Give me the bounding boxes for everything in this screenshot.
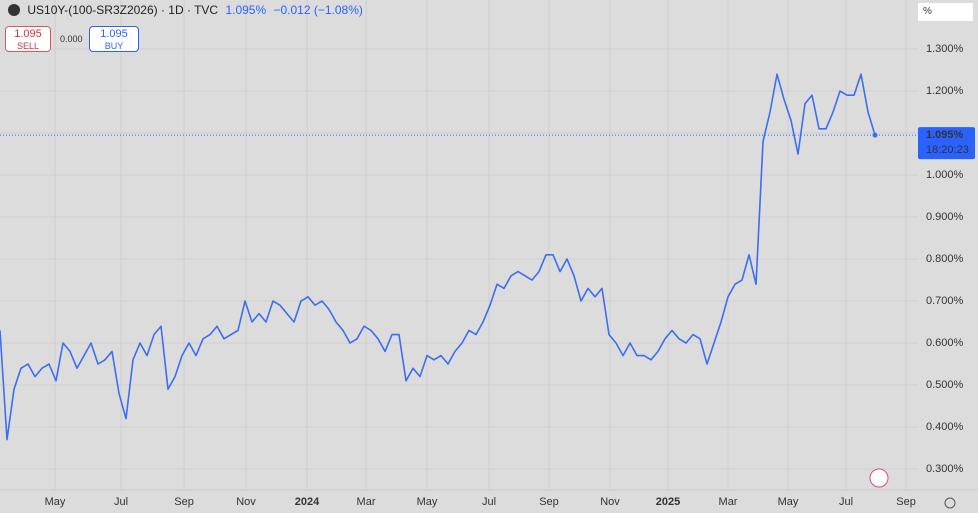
alert-icon[interactable] bbox=[869, 468, 889, 488]
x-tick-label: Sep bbox=[896, 496, 916, 508]
sell-price: 1.095 bbox=[14, 28, 42, 40]
price-tag-countdown: 18:20:23 bbox=[926, 144, 969, 156]
x-tick-label: May bbox=[778, 496, 799, 508]
y-tick-label: 0.400% bbox=[926, 421, 964, 433]
x-tick-label: 2024 bbox=[295, 496, 320, 508]
price-tag bbox=[918, 127, 975, 160]
y-tick-label: 0.500% bbox=[926, 379, 964, 391]
y-tick-label: 0.800% bbox=[926, 253, 964, 265]
y-tick-label: 1.000% bbox=[926, 169, 964, 181]
x-tick-label: Sep bbox=[174, 496, 194, 508]
symbol[interactable]: US10Y-(100-SR3Z2026) · 1D · TVC bbox=[27, 3, 219, 17]
y-tick-label: 1.200% bbox=[926, 85, 964, 97]
unit-selector[interactable]: % bbox=[918, 3, 973, 21]
last-point bbox=[872, 132, 878, 138]
price-tag-label: 1.095% bbox=[926, 129, 964, 141]
x-tick-label: May bbox=[417, 496, 438, 508]
header: US10Y-(100-SR3Z2026) · 1D · TVC 1.095% −… bbox=[8, 3, 367, 17]
price-line bbox=[0, 73, 876, 441]
symbol-icon bbox=[8, 4, 20, 16]
last-price: 1.095% bbox=[225, 3, 267, 17]
spread: 0.000 bbox=[60, 34, 83, 44]
buy-price: 1.095 bbox=[100, 28, 128, 40]
y-tick-label: 0.900% bbox=[926, 211, 964, 223]
settings-icon[interactable] bbox=[944, 497, 956, 509]
price-axis bbox=[918, 0, 978, 490]
y-tick-label: 0.700% bbox=[926, 295, 964, 307]
x-tick-label: Jul bbox=[482, 496, 496, 508]
buy-button[interactable]: 1.095 BUY bbox=[89, 26, 139, 52]
x-tick-label: Nov bbox=[600, 496, 620, 508]
x-tick-label: Nov bbox=[236, 496, 256, 508]
buy-label: BUY bbox=[104, 41, 124, 51]
y-tick-label: 0.600% bbox=[926, 337, 964, 349]
sell-label: SELL bbox=[16, 41, 40, 51]
x-tick-label: May bbox=[45, 496, 66, 508]
y-tick-label: 0.300% bbox=[926, 463, 964, 475]
x-tick-label: Jul bbox=[839, 496, 853, 508]
x-tick-label: Jul bbox=[114, 496, 128, 508]
sell-button[interactable]: 1.095 SELL bbox=[5, 26, 51, 52]
change: −0.012 (−1.08%) bbox=[273, 3, 363, 17]
y-tick-label: 1.300% bbox=[926, 43, 964, 55]
x-tick-label: Mar bbox=[719, 496, 738, 508]
x-tick-label: Mar bbox=[357, 496, 376, 508]
x-tick-label: Sep bbox=[539, 496, 559, 508]
x-tick-label: 2025 bbox=[656, 496, 680, 508]
